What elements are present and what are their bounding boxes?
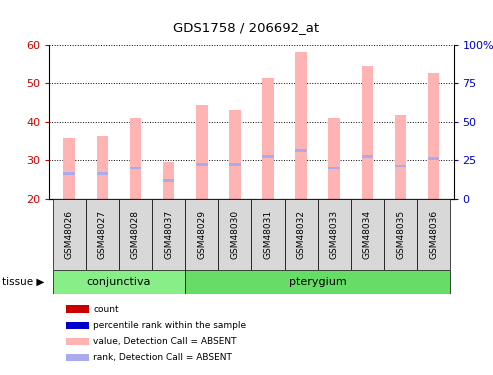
Bar [395, 165, 406, 167]
Text: GSM48033: GSM48033 [330, 210, 339, 259]
Text: GSM48037: GSM48037 [164, 210, 173, 259]
Text: GSM48030: GSM48030 [230, 210, 240, 259]
Text: GSM48034: GSM48034 [363, 210, 372, 259]
Bar [64, 172, 75, 175]
Text: conjunctiva: conjunctiva [87, 277, 151, 287]
Text: GSM48031: GSM48031 [263, 210, 273, 259]
FancyBboxPatch shape [351, 199, 384, 270]
FancyBboxPatch shape [417, 199, 450, 270]
Text: GSM48032: GSM48032 [297, 210, 306, 259]
Text: GDS1758 / 206692_at: GDS1758 / 206692_at [174, 21, 319, 34]
Bar [229, 163, 241, 165]
Bar [295, 149, 307, 152]
Bar [64, 138, 75, 199]
FancyBboxPatch shape [119, 199, 152, 270]
Text: GSM48028: GSM48028 [131, 210, 140, 259]
Bar [196, 163, 208, 165]
FancyBboxPatch shape [185, 199, 218, 270]
Text: GSM48036: GSM48036 [429, 210, 438, 259]
Bar [97, 136, 108, 199]
Text: value, Detection Call = ABSENT: value, Detection Call = ABSENT [93, 337, 237, 346]
Bar [395, 116, 406, 199]
Bar [328, 118, 340, 199]
FancyBboxPatch shape [284, 199, 317, 270]
Text: GSM48029: GSM48029 [197, 210, 206, 259]
FancyBboxPatch shape [53, 270, 185, 294]
Bar [163, 179, 175, 182]
Bar [130, 118, 141, 199]
FancyBboxPatch shape [317, 199, 351, 270]
FancyBboxPatch shape [384, 199, 417, 270]
Text: rank, Detection Call = ABSENT: rank, Detection Call = ABSENT [93, 353, 232, 362]
Bar [428, 157, 439, 160]
Text: tissue ▶: tissue ▶ [2, 277, 45, 287]
Bar [295, 51, 307, 199]
Bar [196, 105, 208, 199]
Bar [361, 66, 373, 199]
Bar [66, 354, 89, 361]
Text: GSM48026: GSM48026 [65, 210, 73, 259]
Bar [262, 78, 274, 199]
Bar [328, 166, 340, 170]
Bar [66, 321, 89, 329]
Bar [163, 162, 175, 199]
Bar [66, 305, 89, 313]
Bar [66, 338, 89, 345]
Bar [428, 73, 439, 199]
FancyBboxPatch shape [218, 199, 251, 270]
FancyBboxPatch shape [152, 199, 185, 270]
Bar [361, 155, 373, 158]
Text: GSM48027: GSM48027 [98, 210, 107, 259]
Bar [97, 172, 108, 175]
FancyBboxPatch shape [86, 199, 119, 270]
FancyBboxPatch shape [53, 199, 86, 270]
Bar [229, 110, 241, 199]
FancyBboxPatch shape [185, 270, 450, 294]
Text: GSM48035: GSM48035 [396, 210, 405, 259]
FancyBboxPatch shape [251, 199, 284, 270]
Text: count: count [93, 304, 119, 313]
Bar [262, 155, 274, 158]
Text: percentile rank within the sample: percentile rank within the sample [93, 321, 246, 330]
Text: pterygium: pterygium [289, 277, 347, 287]
Bar [130, 166, 141, 170]
